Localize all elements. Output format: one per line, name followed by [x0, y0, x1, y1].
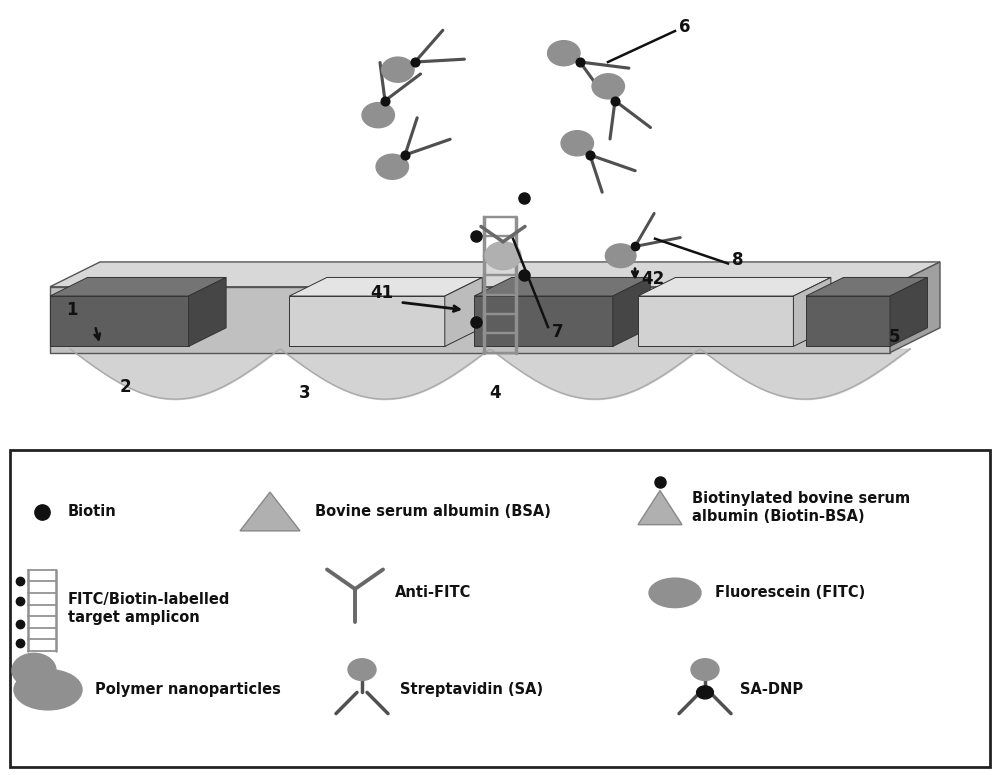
Circle shape [362, 102, 394, 128]
Circle shape [348, 659, 376, 680]
Text: 7: 7 [552, 322, 564, 341]
Text: FITC/Biotin-labelled
target amplicon: FITC/Biotin-labelled target amplicon [68, 592, 230, 625]
Circle shape [691, 659, 719, 680]
Polygon shape [638, 277, 831, 296]
Text: 6: 6 [679, 18, 691, 36]
Polygon shape [890, 277, 928, 346]
Polygon shape [474, 277, 650, 296]
Polygon shape [50, 262, 940, 287]
Polygon shape [445, 277, 482, 346]
Text: Biotin: Biotin [68, 504, 117, 519]
Text: 3: 3 [299, 384, 311, 402]
Circle shape [12, 653, 56, 687]
Text: 4: 4 [489, 384, 501, 402]
Polygon shape [806, 277, 928, 296]
Circle shape [592, 74, 624, 99]
Ellipse shape [649, 578, 701, 608]
Polygon shape [793, 277, 831, 346]
Polygon shape [638, 296, 793, 346]
Polygon shape [289, 277, 482, 296]
Text: Biotinylated bovine serum
albumin (Biotin-BSA): Biotinylated bovine serum albumin (Bioti… [692, 491, 910, 524]
Polygon shape [613, 277, 650, 346]
Circle shape [605, 244, 636, 267]
Text: 42: 42 [641, 270, 665, 288]
Text: 2: 2 [119, 378, 131, 397]
Circle shape [697, 686, 713, 699]
Text: 8: 8 [732, 250, 744, 269]
Text: Bovine serum albumin (BSA): Bovine serum albumin (BSA) [315, 504, 551, 519]
Text: 1: 1 [66, 301, 78, 319]
Polygon shape [890, 262, 940, 353]
Circle shape [548, 40, 580, 66]
Text: SA-DNP: SA-DNP [740, 682, 803, 698]
Polygon shape [50, 296, 189, 346]
Polygon shape [50, 277, 226, 296]
Text: Polymer nanoparticles: Polymer nanoparticles [95, 682, 281, 698]
Text: Streptavidin (SA): Streptavidin (SA) [400, 682, 543, 698]
Polygon shape [10, 449, 990, 767]
Circle shape [561, 131, 593, 156]
Polygon shape [189, 277, 226, 346]
Circle shape [376, 154, 408, 179]
Polygon shape [474, 296, 613, 346]
Polygon shape [240, 492, 300, 531]
Text: 5: 5 [889, 328, 901, 346]
Ellipse shape [14, 670, 82, 710]
Polygon shape [50, 287, 890, 353]
Text: Anti-FITC: Anti-FITC [395, 585, 471, 601]
Circle shape [382, 57, 414, 82]
Text: Fluorescein (FITC): Fluorescein (FITC) [715, 585, 865, 601]
Polygon shape [638, 491, 682, 525]
Circle shape [485, 242, 521, 270]
Text: 41: 41 [370, 284, 394, 302]
Polygon shape [289, 296, 445, 346]
Polygon shape [806, 296, 890, 346]
